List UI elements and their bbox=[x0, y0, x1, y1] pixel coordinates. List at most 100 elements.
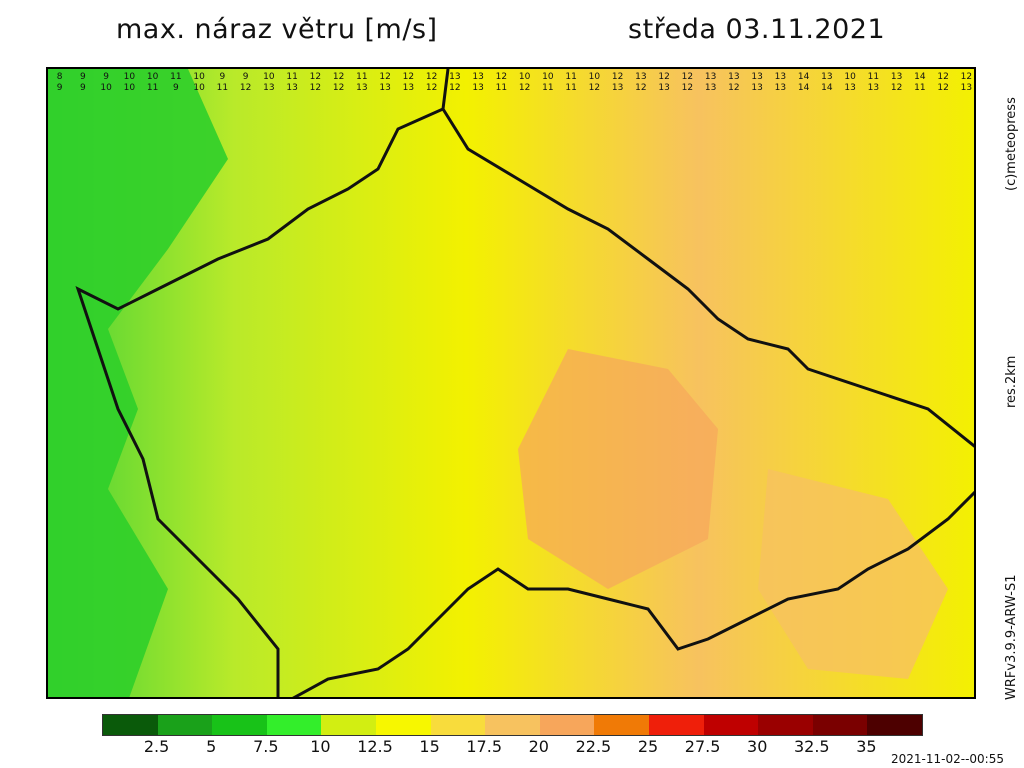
grid-value: 14 bbox=[821, 83, 833, 93]
grid-value: 12 bbox=[891, 83, 902, 93]
grid-value: 11 bbox=[217, 83, 228, 93]
legend-tick-label: 2.5 bbox=[143, 737, 170, 756]
chart-title: max. náraz větru [m/s] bbox=[116, 14, 438, 45]
country-border-north bbox=[441, 108, 974, 448]
grid-value: 13 bbox=[775, 72, 786, 82]
grid-value: 10 bbox=[193, 83, 205, 93]
grid-value: 14 bbox=[798, 72, 810, 82]
grid-value: 9 bbox=[103, 72, 109, 82]
grid-value: 11 bbox=[170, 72, 181, 82]
grid-value: 11 bbox=[356, 72, 367, 82]
legend-tick-label: 30 bbox=[747, 737, 768, 756]
grid-value: 13 bbox=[705, 72, 716, 82]
grid-value: 9 bbox=[173, 83, 179, 93]
grid-value: 12 bbox=[519, 83, 530, 93]
legend-color-box bbox=[485, 715, 540, 735]
grid-value: 13 bbox=[844, 83, 855, 93]
grid-value: 12 bbox=[682, 83, 693, 93]
grid-value: 14 bbox=[798, 83, 810, 93]
legend-color-box bbox=[375, 715, 431, 735]
legend-tick-label: 20 bbox=[528, 737, 549, 756]
country-border-south bbox=[292, 490, 974, 697]
grid-value: 10 bbox=[519, 72, 531, 82]
grid-value: 10 bbox=[844, 72, 856, 82]
generation-timestamp: 2021-11-02--00:55 bbox=[891, 752, 1004, 766]
grid-value: 13 bbox=[612, 83, 623, 93]
legend-color-box bbox=[321, 715, 376, 735]
legend-color-box bbox=[103, 715, 158, 735]
date-title: středa 03.11.2021 bbox=[628, 14, 886, 45]
grid-value: 11 bbox=[147, 83, 158, 93]
grid-value: 12 bbox=[240, 83, 251, 93]
grid-value: 12 bbox=[635, 83, 646, 93]
legend-color-box bbox=[539, 715, 595, 735]
legend-tick-label: 35 bbox=[856, 737, 877, 756]
grid-value: 13 bbox=[403, 83, 414, 93]
grid-value: 9 bbox=[220, 72, 226, 82]
legend-ticks: 2.5 5 7.5 10 12.5 15 17.5 20 22.5 25 27.5 30 32.5 35 bbox=[102, 737, 922, 757]
resolution-label: res.2km bbox=[1004, 355, 1019, 409]
grid-value: 11 bbox=[286, 72, 297, 82]
grid-value: 12 bbox=[682, 72, 693, 82]
grid-value: 12 bbox=[403, 72, 414, 82]
grid-value: 13 bbox=[379, 83, 390, 93]
grid-value: 11 bbox=[914, 83, 925, 93]
legend-tick-label: 17.5 bbox=[466, 737, 502, 756]
grid-value: 11 bbox=[542, 83, 553, 93]
copyright-label: (c)meteopress bbox=[1004, 97, 1019, 191]
legend-tick-label: 22.5 bbox=[575, 737, 612, 756]
grid-value: 13 bbox=[775, 83, 786, 93]
grid-value: 12 bbox=[426, 72, 437, 82]
grid-value: 13 bbox=[635, 72, 646, 82]
grid-value: 12 bbox=[658, 72, 669, 82]
legend-color-box bbox=[648, 715, 704, 735]
grid-value: 13 bbox=[705, 83, 716, 93]
legend-tick-label: 32.5 bbox=[793, 737, 830, 756]
grid-value: 13 bbox=[728, 72, 739, 82]
grid-value: 9 bbox=[57, 83, 63, 93]
map-panel: 8 9 9 10 10 11 10 9 9 10 11 12 12 11 12 12 12 13 13 12 10 10 1… bbox=[46, 67, 976, 699]
grid-value: 12 bbox=[379, 72, 390, 82]
orange-zone bbox=[518, 349, 718, 589]
grid-value: 12 bbox=[333, 83, 344, 93]
grid-value: 12 bbox=[937, 72, 948, 82]
grid-value: 12 bbox=[496, 72, 507, 82]
grid-value: 11 bbox=[565, 72, 576, 82]
legend-color-box bbox=[430, 715, 486, 735]
grid-value: 13 bbox=[961, 83, 972, 93]
grid-value: 9 bbox=[80, 72, 86, 82]
grid-value: 11 bbox=[565, 83, 576, 93]
grid-value: 11 bbox=[868, 72, 879, 82]
grid-value: 10 bbox=[263, 72, 275, 82]
grid-value: 13 bbox=[751, 72, 762, 82]
grid-value: 12 bbox=[589, 83, 600, 93]
grid-value: 12 bbox=[449, 83, 460, 93]
grid-value: 13 bbox=[821, 72, 832, 82]
legend-color-box bbox=[594, 715, 649, 735]
grid-value: 12 bbox=[333, 72, 344, 82]
grid-value: 13 bbox=[263, 83, 274, 93]
grid-value: 10 bbox=[147, 72, 159, 82]
legend-tick-label: 15 bbox=[419, 737, 440, 756]
legend-color-box bbox=[867, 715, 922, 735]
grid-value: 13 bbox=[472, 72, 483, 82]
grid-value: 9 bbox=[80, 83, 86, 93]
grid-value: 10 bbox=[193, 72, 205, 82]
grid-value: 10 bbox=[124, 72, 136, 82]
grid-value: 10 bbox=[100, 83, 112, 93]
grid-value: 12 bbox=[728, 83, 739, 93]
legend-tick-label: 27.5 bbox=[684, 737, 721, 756]
grid-value: 10 bbox=[542, 72, 554, 82]
orange-zone-east bbox=[758, 469, 948, 679]
grid-value: 12 bbox=[612, 72, 623, 82]
model-label: WRFv3.9.9-ARW-S1 bbox=[1004, 574, 1019, 700]
legend-color-box bbox=[266, 715, 322, 735]
grid-value: 13 bbox=[356, 83, 367, 93]
grid-value: 13 bbox=[868, 83, 879, 93]
grid-value: 13 bbox=[891, 72, 902, 82]
legend-color-box bbox=[212, 715, 267, 735]
grid-value: 13 bbox=[449, 72, 460, 82]
legend-color-box bbox=[157, 715, 213, 735]
legend-color-box bbox=[812, 715, 868, 735]
grid-value: 9 bbox=[243, 72, 249, 82]
